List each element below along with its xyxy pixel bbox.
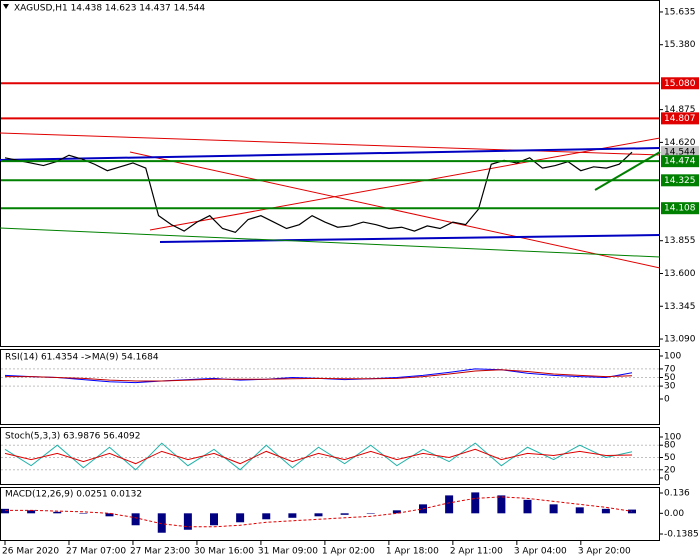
series-line bbox=[4, 448, 633, 465]
histogram-bar bbox=[131, 513, 140, 526]
histogram-bar bbox=[523, 499, 532, 514]
x-tick-label: 3 Apr 04:00 bbox=[514, 547, 567, 557]
trend-line bbox=[0, 132, 661, 156]
y-tick-label: 14.620 bbox=[664, 138, 696, 148]
channel-line bbox=[0, 147, 661, 161]
y-tick-label: 100 bbox=[664, 433, 681, 443]
histogram-bar bbox=[497, 495, 506, 514]
histogram-bar bbox=[392, 510, 401, 514]
series-line bbox=[4, 151, 633, 234]
level-label: 14.108 bbox=[664, 204, 696, 214]
y-tick-label: 50 bbox=[664, 453, 676, 463]
histogram-bar bbox=[445, 495, 454, 514]
level-label: 14.325 bbox=[664, 176, 696, 186]
main-pane bbox=[0, 0, 660, 347]
rsi-title: RSI(14) 61.4354 ->MA(9) 54.1684 bbox=[5, 353, 159, 363]
y-tick-label: 50 bbox=[664, 373, 676, 383]
histogram-bar bbox=[210, 513, 218, 526]
rsi-pane bbox=[0, 349, 660, 425]
level-box bbox=[661, 155, 699, 168]
histogram-bar bbox=[601, 508, 610, 514]
level-box bbox=[661, 202, 699, 215]
histogram-bar bbox=[183, 513, 192, 530]
level-box bbox=[661, 112, 699, 125]
stoch-title: Stoch(5,3,3) 63.9876 56.4092 bbox=[5, 432, 140, 442]
trend-line bbox=[129, 151, 661, 269]
x-tick-label: 2 Apr 11:00 bbox=[450, 547, 503, 557]
histogram-bar bbox=[628, 509, 636, 514]
x-tick-label: 3 Apr 20:00 bbox=[578, 547, 631, 557]
trend-line bbox=[0, 227, 661, 258]
x-tick-label: 26 Mar 2020 bbox=[2, 547, 59, 557]
menu-arrow bbox=[3, 4, 9, 9]
series-line bbox=[4, 442, 633, 471]
histogram-bar bbox=[471, 492, 480, 514]
y-tick-label: 14.875 bbox=[664, 105, 696, 115]
histogram-bar bbox=[1, 508, 9, 514]
histogram-bar bbox=[236, 513, 245, 523]
level-label: 15.080 bbox=[664, 79, 696, 89]
histogram-bar bbox=[549, 504, 558, 514]
y-tick-label: 0.00 bbox=[664, 509, 684, 519]
x-tick-label: 27 Mar 23:00 bbox=[130, 547, 190, 557]
series-line bbox=[5, 369, 633, 382]
y-tick-label: 30 bbox=[664, 382, 676, 392]
y-tick-label: 70 bbox=[664, 364, 676, 374]
y-tick-label: 15.380 bbox=[664, 40, 696, 50]
x-tick-label: 1 Apr 02:00 bbox=[322, 547, 375, 557]
trend-line bbox=[149, 137, 661, 231]
y-tick-label: 13.090 bbox=[664, 335, 696, 345]
histogram-bar bbox=[314, 513, 323, 517]
y-tick-label: 20 bbox=[664, 465, 676, 475]
y-tick-label: 13.855 bbox=[664, 236, 696, 246]
trend-line bbox=[594, 151, 661, 191]
y-tick-label: 0 bbox=[664, 474, 670, 484]
x-tick-label: 1 Apr 18:00 bbox=[386, 547, 439, 557]
y-tick-label: 13.345 bbox=[664, 302, 696, 312]
macd-pane bbox=[0, 487, 660, 541]
level-box bbox=[661, 77, 699, 90]
histogram-bar bbox=[575, 507, 584, 514]
y-tick-label: 100 bbox=[664, 352, 681, 362]
stoch-pane bbox=[0, 427, 660, 485]
y-tick-label: 0 bbox=[664, 395, 670, 405]
histogram-bar bbox=[27, 510, 36, 514]
y-tick-label: -0.1385 bbox=[664, 530, 699, 540]
series-line bbox=[4, 368, 633, 384]
histogram-bar bbox=[262, 513, 271, 520]
series-line bbox=[5, 496, 633, 528]
histogram-bar bbox=[79, 513, 88, 514]
y-tick-label: 15.635 bbox=[664, 7, 696, 17]
histogram-bar bbox=[366, 513, 375, 514]
y-tick-label: 13.600 bbox=[664, 269, 696, 279]
level-label: 14.544 bbox=[664, 148, 696, 158]
y-tick-label: 0.136 bbox=[664, 489, 690, 499]
histogram-bar bbox=[288, 513, 297, 518]
histogram-bar bbox=[340, 513, 349, 515]
histogram-bar bbox=[105, 513, 114, 517]
channel-line bbox=[159, 234, 661, 243]
x-tick-label: 31 Mar 09:00 bbox=[258, 547, 318, 557]
macd-title: MACD(12,26,9) 0.0251 0.0132 bbox=[5, 490, 142, 500]
level-box bbox=[661, 174, 699, 187]
level-label: 14.807 bbox=[664, 114, 696, 124]
x-tick-label: 30 Mar 16:00 bbox=[194, 547, 254, 557]
histogram-bar bbox=[157, 513, 166, 533]
y-tick-label: 80 bbox=[664, 441, 676, 451]
x-tick-label: 27 Mar 07:00 bbox=[66, 547, 126, 557]
histogram-bar bbox=[53, 511, 62, 514]
chart-title: XAGUSD,H1 14.438 14.623 14.437 14.544 bbox=[14, 4, 205, 14]
level-label: 14.474 bbox=[664, 157, 696, 167]
